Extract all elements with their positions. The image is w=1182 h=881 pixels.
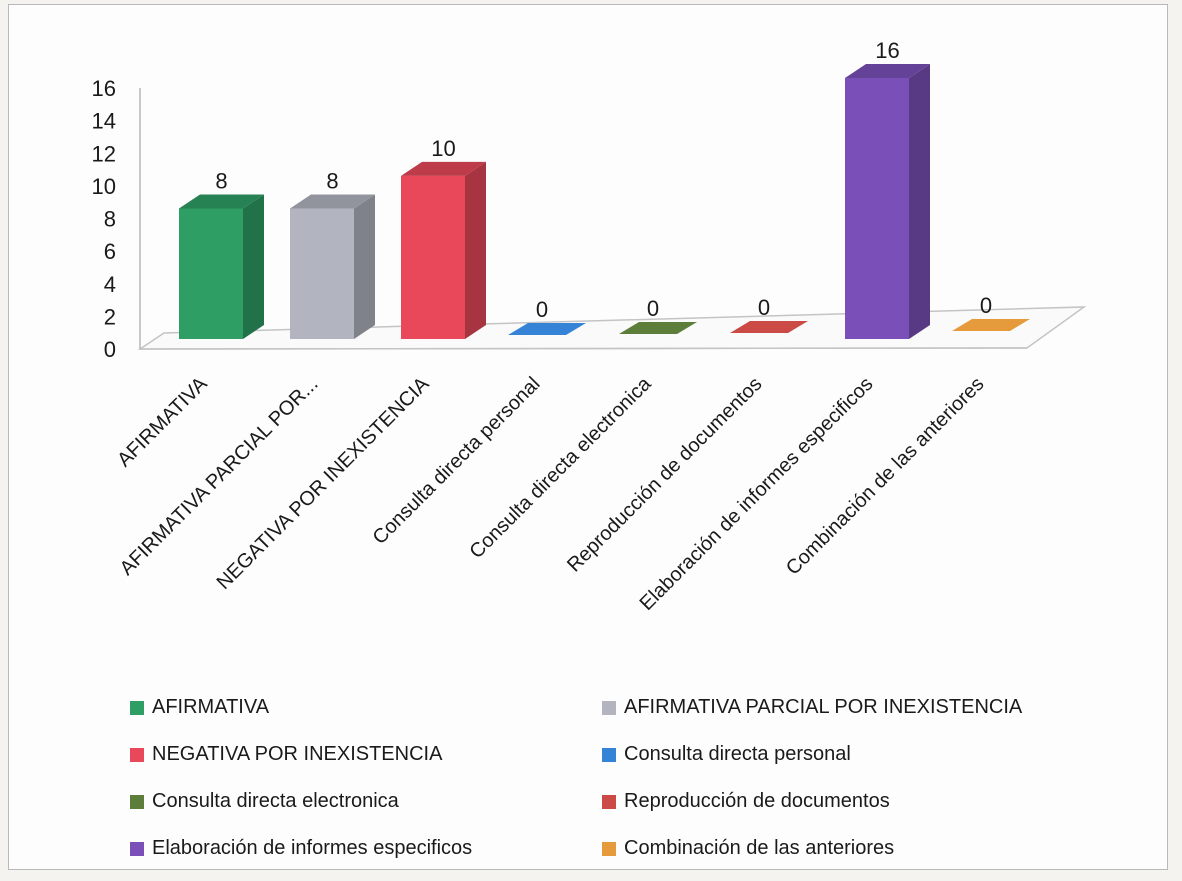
legend-label: AFIRMATIVA PARCIAL POR INEXISTENCIA	[624, 696, 1023, 718]
legend-swatch	[130, 794, 144, 809]
data-label: 8	[215, 169, 227, 194]
data-label: 0	[980, 293, 992, 318]
bar-2	[290, 194, 375, 339]
bar-top	[290, 194, 375, 209]
chart-legend: AFIRMATIVA AFIRMATIVA PARCIAL POR INEXIST…	[130, 690, 1090, 866]
data-label: 10	[431, 136, 455, 161]
bar-top	[845, 64, 930, 78]
legend-item: NEGATIVA POR INEXISTENCIA	[130, 737, 602, 772]
legend-item: AFIRMATIVA	[130, 690, 602, 725]
category-label: AFIRMATIVA PARCIAL POR...	[116, 373, 323, 580]
legend-label: Reproducción de documentos	[624, 790, 890, 812]
data-label: 16	[875, 38, 899, 63]
legend-item: AFIRMATIVA PARCIAL POR INEXISTENCIA	[602, 690, 1082, 725]
bar-3	[401, 161, 486, 339]
legend-label: Consulta directa electronica	[152, 790, 399, 812]
bar-5	[619, 322, 697, 334]
legend-item: Consulta directa personal	[602, 737, 1082, 772]
legend-label: AFIRMATIVA	[152, 696, 270, 718]
y-tick-label: 6	[104, 239, 116, 264]
data-label: 0	[758, 295, 770, 320]
bar-top	[401, 161, 486, 176]
bar-flat	[508, 323, 586, 335]
bar-1	[179, 194, 264, 339]
y-tick-label: 8	[104, 207, 116, 232]
y-tick-label: 12	[92, 141, 116, 166]
bar-6	[730, 321, 808, 333]
y-tick-label: 14	[92, 109, 116, 134]
bar-front	[845, 78, 909, 339]
legend-label: Consulta directa personal	[624, 743, 851, 765]
legend-item: Consulta directa electronica	[130, 784, 602, 819]
legend-swatch	[602, 700, 616, 715]
y-tick-label: 16	[92, 76, 116, 101]
data-label: 8	[326, 169, 338, 194]
legend-label: Combinación de las anteriores	[624, 837, 895, 859]
bar-side	[465, 161, 486, 339]
y-tick-label: 10	[92, 174, 116, 199]
legend-swatch	[602, 794, 616, 809]
category-label: Elaboración de informes especificos	[636, 373, 878, 615]
legend-item: Combinación de las anteriores	[602, 831, 1082, 866]
bar-top	[179, 194, 264, 209]
category-label: Consulta directa electronica	[465, 372, 656, 563]
bar-side	[243, 194, 264, 339]
bar-front	[290, 208, 354, 339]
bar-front	[179, 208, 243, 339]
legend-label: NEGATIVA POR INEXISTENCIA	[152, 743, 443, 765]
y-tick-label: 4	[104, 272, 116, 297]
data-label: 0	[536, 297, 548, 322]
legend-swatch	[130, 700, 144, 715]
bar-flat	[952, 319, 1030, 331]
y-tick-label: 0	[104, 337, 116, 362]
bar-7	[845, 64, 930, 339]
bar-side	[354, 194, 375, 339]
category-label: Combinación de las anteriores	[782, 373, 989, 580]
bar-flat	[619, 322, 697, 334]
x-axis-line	[139, 347, 1028, 350]
legend-swatch	[602, 841, 616, 856]
category-label: NEGATIVA POR INEXISTENCIA	[213, 373, 434, 594]
bar-side	[909, 64, 930, 339]
legend-swatch	[130, 747, 144, 762]
legend-item: Elaboración de informes especificos	[130, 831, 602, 866]
chart-floor	[137, 306, 1087, 350]
bar-4	[508, 323, 586, 335]
y-tick-label: 2	[104, 304, 116, 329]
data-label: 0	[647, 296, 659, 321]
bar-front	[401, 175, 465, 339]
legend-swatch	[602, 747, 616, 762]
legend-swatch	[130, 841, 144, 856]
legend-item: Reproducción de documentos	[602, 784, 1082, 819]
category-label: Reproducción de documentos	[563, 373, 766, 576]
legend-label: Elaboración de informes especificos	[152, 837, 473, 859]
bar-flat	[730, 321, 808, 333]
bar-8	[952, 319, 1030, 331]
category-label: AFIRMATIVA	[113, 373, 212, 472]
chart-frame	[8, 4, 1168, 870]
